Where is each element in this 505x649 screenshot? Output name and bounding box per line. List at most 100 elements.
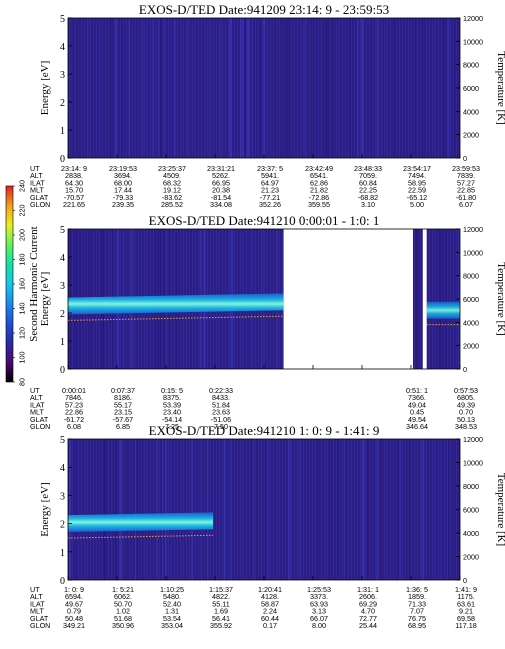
ephemeris-cell: 0:51: 1 <box>406 386 428 395</box>
ephemeris-cell: 20.38 <box>212 186 230 195</box>
ephemeris-cell: 23:48:33 <box>354 164 382 173</box>
ephemeris-cell: 348.53 <box>455 422 477 431</box>
y2-tick-label: 10000 <box>463 248 483 257</box>
ephemeris-cell: -54.14 <box>162 415 182 424</box>
spectrogram-stripe <box>229 18 232 158</box>
spectrogram-stripe <box>246 18 249 158</box>
spectrogram-stripe <box>317 439 320 580</box>
ephemeris-row-label: ILAT <box>30 178 45 187</box>
ephemeris-cell: 58.87 <box>261 599 279 608</box>
spectrogram-stripe <box>304 18 306 158</box>
colorbar-tick-label: 180 <box>18 254 27 266</box>
ephemeris-cell: 71.33 <box>408 599 426 608</box>
spectrogram-stripe <box>75 439 76 580</box>
ephemeris-cell: 6594. <box>65 592 83 601</box>
spectrogram-stripe <box>299 439 301 580</box>
panel-title: EXOS-D/TED Date:941210 1: 0: 9 - 1:41: 9 <box>149 423 380 438</box>
y2-tick-label: 4000 <box>463 107 479 116</box>
colorbar-tick-label: 100 <box>18 352 27 364</box>
y2-tick-label: 2000 <box>463 131 479 140</box>
ephemeris-cell: 2.24 <box>263 607 277 616</box>
ephemeris-cell: 50.48 <box>65 614 83 623</box>
panel-date: Date:941210 <box>228 213 298 228</box>
ephemeris-cell: 1:25:53 <box>307 585 331 594</box>
ephemeris-row-label: UT <box>30 585 40 594</box>
spectrogram-stripe <box>133 439 135 580</box>
colorbar: 80 100 120 140 160 180 200 220 240 Second Harmoni… <box>5 180 40 386</box>
spectrogram-stripe <box>165 439 167 580</box>
spectrogram-stripe <box>110 18 112 158</box>
spectrogram-stripe <box>163 439 164 580</box>
ephemeris-cell: 1:41: 9 <box>455 585 477 594</box>
spectrogram-stripe <box>240 18 242 158</box>
ephemeris-cell: 3.13 <box>312 607 326 616</box>
ephemeris-row-label: GLON <box>30 621 50 630</box>
ephemeris-cell: 1.02 <box>116 607 130 616</box>
ephemeris-cell: -65.12 <box>407 193 427 202</box>
spectrogram-stripe <box>264 439 266 580</box>
spectrogram-stripe <box>116 439 118 580</box>
ephemeris-cell: 6.07 <box>459 200 473 209</box>
panel-time-range: 0:00:01 - 1:0: 1 <box>299 213 380 228</box>
y-tick-label: 1 <box>60 126 65 137</box>
ephemeris-cell: 62.86 <box>310 178 328 187</box>
ephemeris-cell: 0:57:53 <box>454 386 478 395</box>
colorbar-label: Second Harmonic Current <box>28 226 40 341</box>
ephemeris-cell: 239.35 <box>112 200 134 209</box>
spectrogram-stripe <box>262 18 264 158</box>
ephemeris-cell: 50.70 <box>114 599 132 608</box>
ephemeris-cell: 57.23 <box>65 400 83 409</box>
ephemeris-cell: 1:15:37 <box>209 585 233 594</box>
ephemeris-cell: 66.95 <box>212 178 230 187</box>
y-tick-label: 3 <box>60 281 65 292</box>
ephemeris-cell: 6541. <box>310 171 328 180</box>
spectrogram-stripe <box>251 439 254 580</box>
spectrogram-stripe <box>268 439 269 580</box>
ephemeris-cell: 3.10 <box>361 200 375 209</box>
spectrogram-stripe <box>128 18 130 158</box>
spectrogram-stripe <box>440 439 441 580</box>
y-tick-label: 0 <box>60 576 65 587</box>
ephemeris-row-label: MLT <box>30 408 44 417</box>
ephemeris-cell: 68.00 <box>114 178 132 187</box>
spectrogram-stripe <box>285 18 287 158</box>
ephemeris-cell: 6.08 <box>67 422 81 431</box>
spectrogram-stripe <box>191 439 193 580</box>
ephemeris-cell: 0:22:33 <box>209 386 233 395</box>
spectrogram-stripe <box>103 439 105 580</box>
spectrogram-stripe <box>442 18 444 158</box>
ephemeris-cell: 1:10:25 <box>160 585 184 594</box>
spectrogram-stripe <box>362 18 364 158</box>
spectrogram-stripe <box>173 18 176 158</box>
spectrogram-stripe <box>423 439 425 580</box>
spectrogram-stripe <box>261 18 263 158</box>
ephemeris-cell: 22.86 <box>65 408 83 417</box>
spectrogram-stripe <box>447 439 450 580</box>
spectrogram-stripe <box>244 18 246 158</box>
spectrogram-stripe <box>288 439 291 580</box>
ephemeris-cell: 23:37: 5 <box>257 164 283 173</box>
ephemeris-cell: -51.06 <box>211 415 231 424</box>
ephemeris-cell: 52.40 <box>163 599 181 608</box>
y-tick-label: 4 <box>60 42 65 53</box>
spectrogram-stripe <box>323 18 325 158</box>
y2-tick-label: 0 <box>463 576 467 585</box>
spectrogram-stripe <box>312 18 314 158</box>
ephemeris-cell: 334.08 <box>210 200 232 209</box>
spectrogram-stripe <box>287 18 289 158</box>
spectrogram-stripe <box>337 439 339 580</box>
y2-tick-label: 8000 <box>463 272 479 281</box>
spectrogram-stripe <box>162 439 164 580</box>
ephemeris-cell: 8186. <box>114 393 132 402</box>
spectrogram-stripe <box>71 18 73 158</box>
ephemeris-cell: 349.21 <box>63 621 85 630</box>
ephemeris-cell: 4.70 <box>361 607 375 616</box>
spectrogram-stripe <box>362 439 365 580</box>
ephemeris-cell: 5480. <box>163 592 181 601</box>
ephemeris-cell: 21.82 <box>310 186 328 195</box>
panel-instrument: EXOS-D/TED <box>149 213 229 228</box>
y-tick-label: 0 <box>60 365 65 376</box>
spectrogram-stripe <box>446 439 449 580</box>
y2-tick-label: 6000 <box>463 84 479 93</box>
ephemeris-cell: 1:31: 1 <box>357 585 379 594</box>
